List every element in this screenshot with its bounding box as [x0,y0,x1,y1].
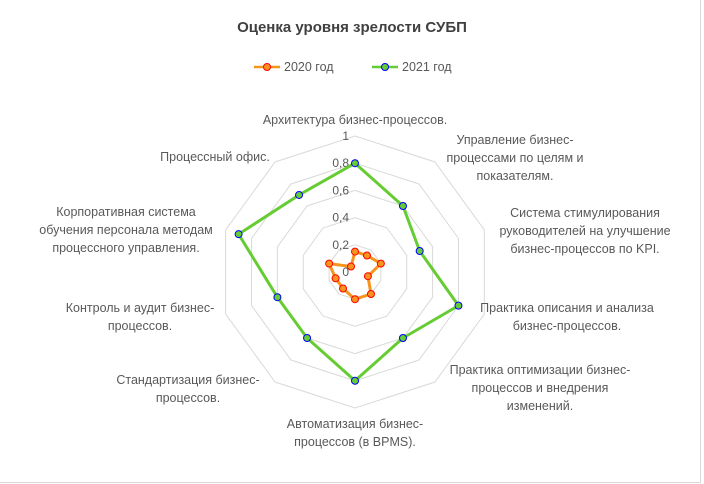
grid-ring [225,135,485,409]
legend-item-2020: 2020 год [254,60,334,74]
legend-label-2020: 2020 год [284,60,334,74]
legend-marker-2020 [254,63,280,71]
r-tick-label: 0,2 [332,238,349,252]
data-point [273,293,282,302]
r-tick-label: 0,4 [332,211,349,225]
category-label: Система стимулирования руководителей на … [499,206,671,256]
category-label: Корпоративная система обучения персонала… [39,205,213,255]
category-label: Автоматизация бизнес- процессов (в BPMS)… [286,417,424,449]
data-point [351,376,359,385]
category-label: Процессный офис. [160,150,270,164]
data-point [398,201,407,210]
category-label: Практика оптимизации бизнес- процессов и… [449,363,631,413]
data-point [415,246,424,255]
r-tick-label: 0,6 [332,183,349,197]
legend-marker-2021 [372,63,398,71]
category-label: Стандартизация бизнес- процессов. [116,373,260,405]
data-point [331,274,340,283]
data-point [363,272,372,281]
data-point [303,334,312,343]
data-point [366,290,375,299]
data-point [295,190,304,199]
grid-ring [251,162,459,382]
data-point [347,262,356,271]
legend-label-2021: 2021 год [402,60,452,74]
r-tick-label: 0 [342,265,349,279]
data-point [454,301,463,310]
data-point [351,247,359,256]
r-tick-label: 1 [342,129,349,143]
data-point [325,259,334,268]
grid-ring [302,217,408,327]
category-label: Практика описания и анализа бизнес-проце… [480,301,654,333]
data-point [376,259,385,268]
category-label: Управление бизнес- процессами по целям и… [446,133,584,183]
chart-title: Оценка уровня зрелости СУБП [237,19,467,36]
data-point [234,230,243,239]
grid-ring [276,189,434,355]
r-tick-label: 0,8 [332,156,349,170]
legend-item-2021: 2021 год [372,60,452,74]
category-label: Архитектура бизнес-процессов. [262,113,448,127]
data-point [398,334,407,343]
data-point [351,295,359,304]
data-point [351,159,359,168]
data-point [339,284,348,293]
data-point [362,251,371,260]
category-label: Контроль и аудит бизнес- процессов. [65,301,215,333]
